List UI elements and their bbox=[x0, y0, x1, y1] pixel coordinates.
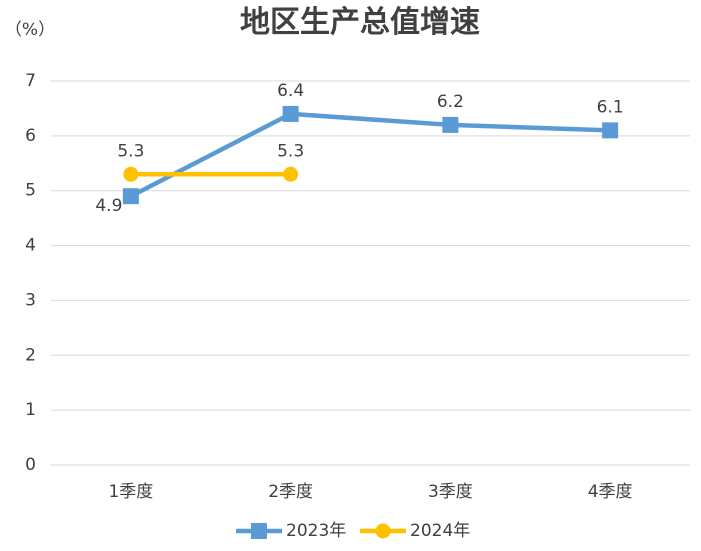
data-label: 6.1 bbox=[597, 97, 624, 117]
x-tick-label: 3季度 bbox=[428, 482, 473, 502]
legend-label: 2023年 bbox=[286, 521, 346, 541]
legend-marker bbox=[375, 523, 391, 539]
data-label: 6.2 bbox=[437, 92, 464, 112]
y-tick-label: 2 bbox=[25, 345, 36, 365]
marker bbox=[123, 166, 139, 182]
y-tick-label: 4 bbox=[25, 236, 36, 256]
marker bbox=[602, 122, 619, 139]
y-tick-label: 1 bbox=[25, 400, 36, 420]
legend-label: 2024年 bbox=[410, 521, 470, 541]
y-tick-label: 5 bbox=[25, 181, 36, 201]
data-label: 5.3 bbox=[117, 141, 144, 161]
data-label: 6.4 bbox=[277, 81, 304, 101]
legend-marker bbox=[251, 523, 267, 539]
marker bbox=[122, 188, 139, 205]
y-tick-label: 7 bbox=[25, 71, 36, 91]
x-tick-label: 4季度 bbox=[588, 482, 633, 502]
data-label: 5.3 bbox=[277, 141, 304, 161]
data-label: 4.9 bbox=[95, 196, 122, 216]
y-tick-label: 0 bbox=[25, 455, 36, 475]
y-tick-label: 3 bbox=[25, 290, 36, 310]
chart-title: 地区生产总值增速 bbox=[240, 5, 480, 40]
marker bbox=[442, 116, 459, 133]
y-axis-label: （%） bbox=[5, 20, 55, 40]
x-tick-label: 1季度 bbox=[108, 482, 153, 502]
marker bbox=[282, 105, 299, 122]
marker bbox=[283, 166, 299, 182]
x-tick-label: 2季度 bbox=[268, 482, 313, 502]
y-tick-label: 6 bbox=[25, 126, 36, 146]
line bbox=[129, 111, 611, 199]
